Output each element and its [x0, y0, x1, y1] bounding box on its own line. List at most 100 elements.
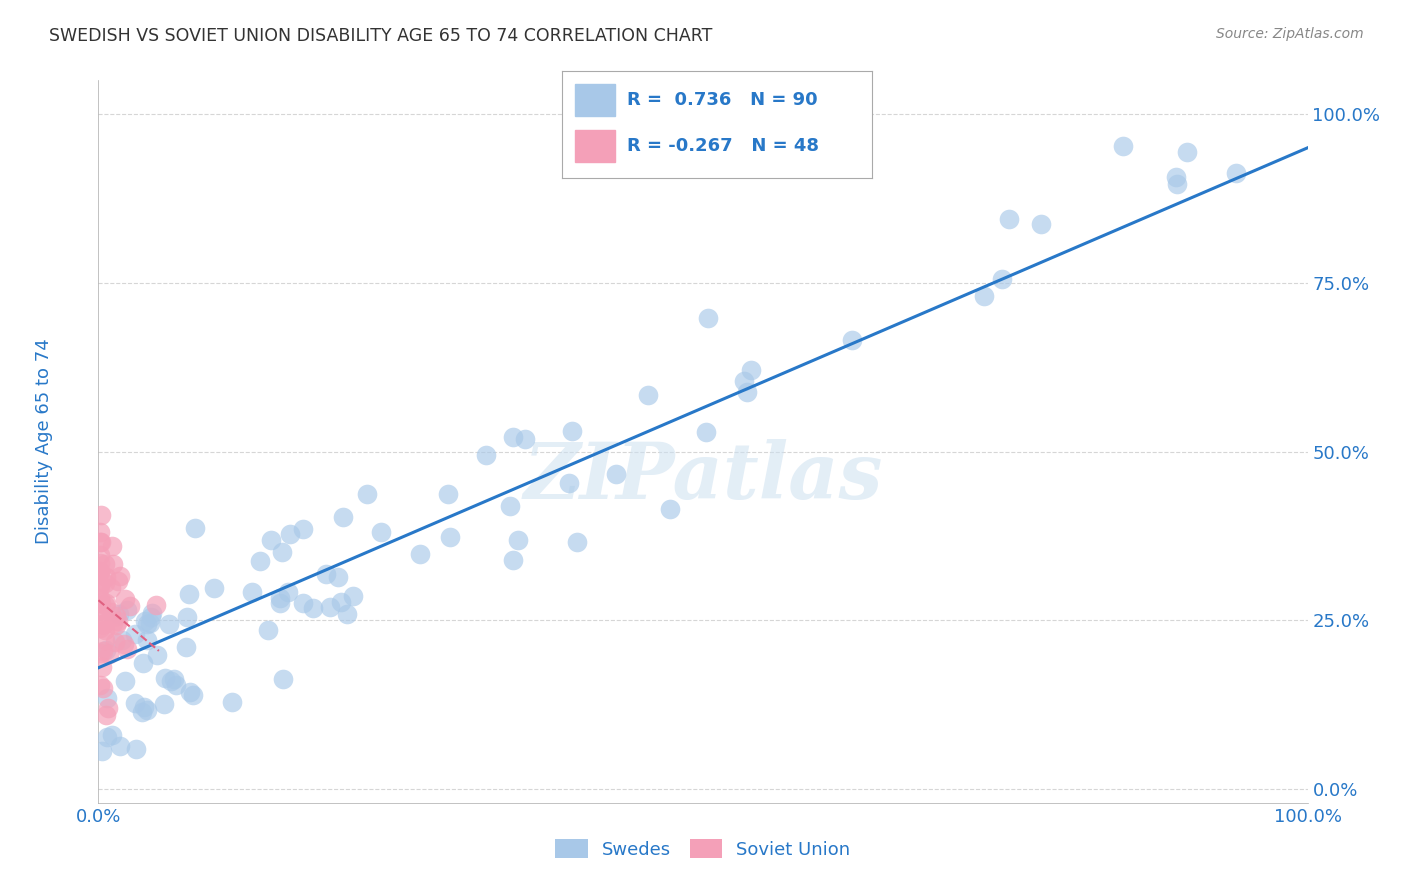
Point: [136, 617, 159, 632]
Point: [658, 501, 681, 516]
Point: [135, 703, 157, 717]
Point: [163, 672, 186, 686]
Point: [475, 448, 498, 462]
Point: [94, 623, 117, 637]
Point: [104, 609, 127, 624]
Point: [91, 617, 114, 632]
Point: [508, 533, 530, 548]
Text: SWEDISH VS SOVIET UNION DISABILITY AGE 65 TO 74 CORRELATION CHART: SWEDISH VS SOVIET UNION DISABILITY AGE 6…: [49, 27, 713, 45]
Point: [90, 534, 112, 549]
Point: [157, 617, 180, 632]
Point: [90, 596, 112, 610]
Point: [502, 553, 524, 567]
Point: [90, 659, 112, 673]
Point: [111, 633, 134, 648]
Point: [184, 521, 207, 535]
Point: [89, 602, 111, 616]
Point: [439, 530, 461, 544]
Point: [89, 577, 111, 591]
Point: [94, 643, 117, 657]
Point: [89, 603, 111, 617]
Point: [1166, 178, 1188, 192]
Point: [100, 581, 122, 595]
Point: [108, 607, 131, 622]
Point: [89, 564, 111, 578]
Point: [291, 596, 314, 610]
Point: [108, 568, 131, 582]
Point: [136, 632, 159, 647]
Point: [93, 632, 115, 647]
Point: [1164, 169, 1187, 184]
Point: [841, 333, 863, 347]
Text: Source: ZipAtlas.com: Source: ZipAtlas.com: [1216, 27, 1364, 41]
Text: R = -0.267   N = 48: R = -0.267 N = 48: [627, 137, 820, 155]
Point: [101, 728, 124, 742]
Point: [557, 475, 579, 490]
Legend: Swedes, Soviet Union: Swedes, Soviet Union: [548, 832, 858, 866]
Point: [124, 626, 146, 640]
Point: [134, 699, 156, 714]
Point: [176, 640, 198, 654]
Point: [637, 388, 659, 402]
Point: [269, 596, 291, 610]
Point: [973, 289, 995, 303]
Point: [997, 212, 1019, 227]
Point: [96, 690, 118, 705]
Point: [356, 487, 378, 501]
Point: [249, 554, 271, 568]
Point: [409, 547, 432, 561]
Point: [118, 599, 141, 613]
Point: [89, 646, 111, 660]
Point: [176, 610, 198, 624]
Point: [332, 510, 354, 524]
Point: [94, 708, 117, 723]
Point: [991, 271, 1014, 285]
Text: Disability Age 65 to 74: Disability Age 65 to 74: [35, 339, 53, 544]
Point: [91, 616, 114, 631]
Point: [108, 739, 131, 753]
Point: [94, 557, 117, 571]
Point: [302, 601, 325, 615]
Point: [94, 597, 117, 611]
Point: [101, 557, 124, 571]
Point: [89, 508, 111, 522]
Point: [733, 374, 755, 388]
Point: [177, 587, 200, 601]
Point: [89, 580, 111, 594]
Point: [740, 363, 762, 377]
Point: [737, 385, 759, 400]
Point: [141, 607, 163, 621]
Point: [152, 698, 174, 712]
Point: [94, 575, 117, 590]
Point: [89, 556, 111, 570]
Point: [91, 681, 114, 695]
Point: [94, 569, 117, 583]
Point: [565, 534, 588, 549]
Point: [1111, 139, 1133, 153]
Bar: [575, 84, 614, 116]
Point: [437, 487, 460, 501]
Point: [112, 637, 135, 651]
Point: [107, 574, 129, 588]
Point: [278, 527, 301, 541]
Point: [89, 678, 111, 692]
Point: [328, 570, 350, 584]
Point: [271, 672, 294, 686]
Point: [114, 592, 136, 607]
Point: [91, 644, 114, 658]
Point: [96, 701, 118, 715]
Text: ZIPatlas: ZIPatlas: [523, 440, 883, 516]
Point: [115, 641, 138, 656]
Point: [89, 535, 111, 549]
Point: [89, 525, 111, 540]
Point: [114, 673, 136, 688]
Point: [181, 688, 204, 702]
Point: [139, 610, 162, 624]
Point: [330, 595, 353, 609]
Point: [132, 656, 155, 670]
Point: [98, 647, 121, 661]
Point: [131, 706, 153, 720]
Point: [256, 624, 278, 638]
Point: [202, 581, 225, 595]
Point: [502, 430, 524, 444]
